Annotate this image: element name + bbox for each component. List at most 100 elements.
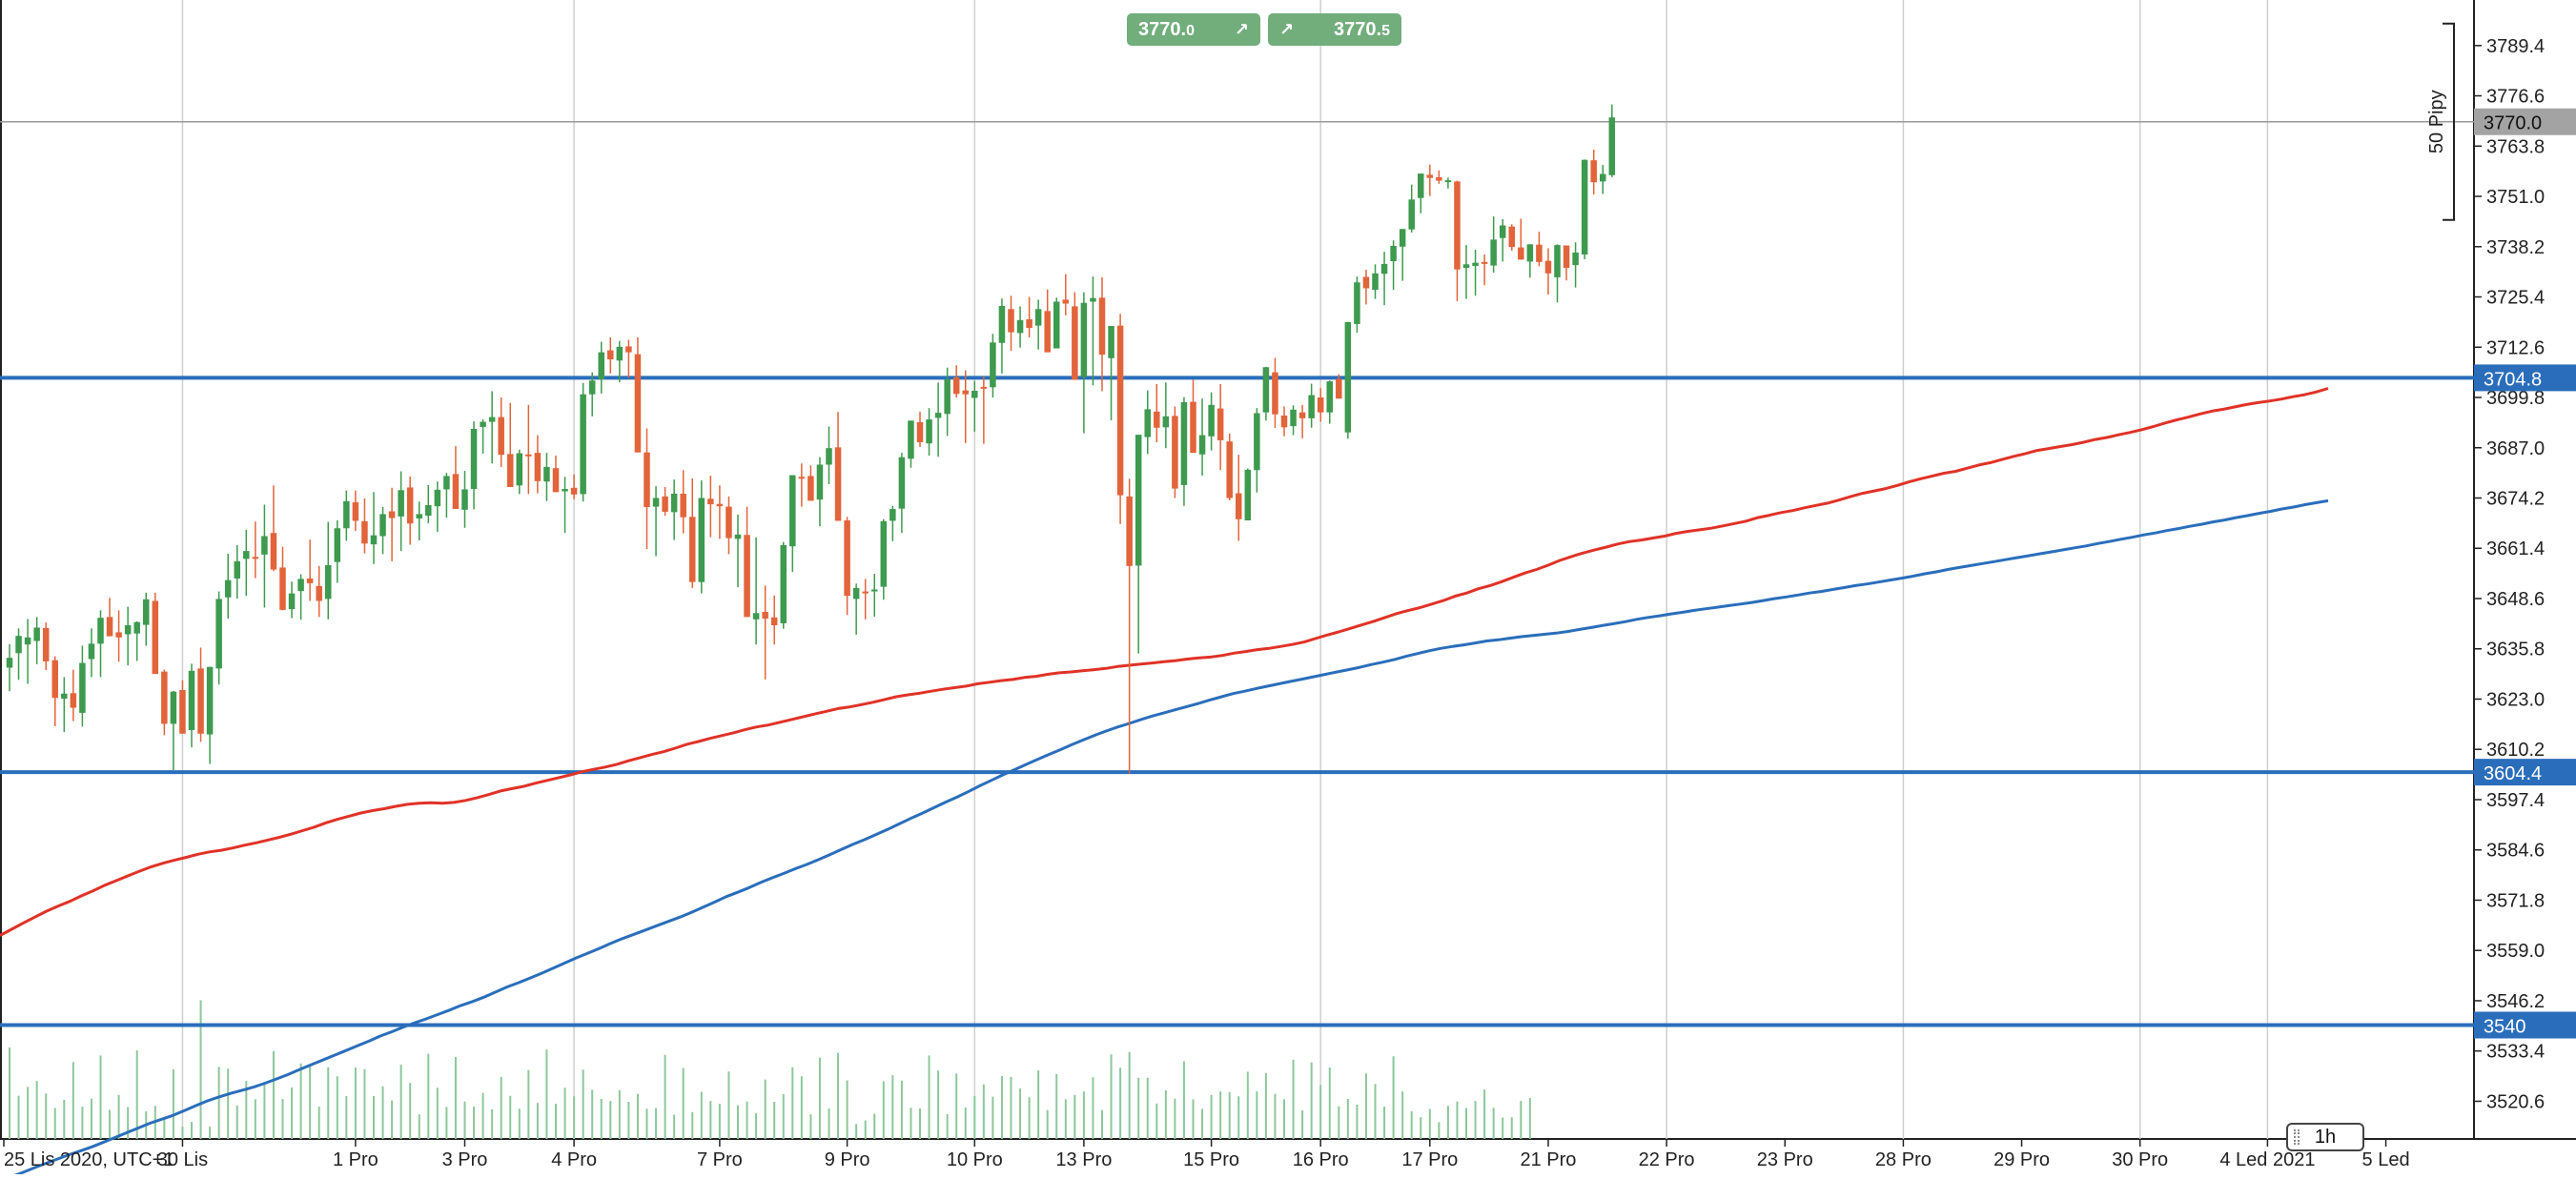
price-tick-label: 3584.6 bbox=[2486, 841, 2545, 862]
sell-quote-button[interactable]: 3770.0 ↗ bbox=[1127, 13, 1260, 46]
candle-body bbox=[652, 498, 660, 507]
hline-price-badge[interactable] bbox=[2474, 364, 2576, 392]
bullish-candle bbox=[206, 666, 214, 764]
time-tick-label: 17 Pro bbox=[1401, 1149, 1458, 1170]
buy-price-fraction: 5 bbox=[1381, 22, 1390, 39]
price-axis[interactable]: 3789.4 3776.6 3763.8 3751.0 3738.2 3725.4 3712… bbox=[2474, 36, 2576, 1113]
candle-body bbox=[124, 625, 132, 635]
drag-handle-icon[interactable] bbox=[2294, 1129, 2300, 1145]
candle-body bbox=[206, 666, 214, 735]
bullish-candle bbox=[133, 620, 140, 661]
horizontal-lines[interactable] bbox=[0, 376, 2474, 1027]
bearish-candle bbox=[1336, 374, 1342, 399]
candle-body bbox=[1190, 401, 1196, 454]
price-tick-label: 3751.0 bbox=[2486, 187, 2545, 208]
price-tick-label: 3610.2 bbox=[2486, 740, 2545, 761]
bearish-candle bbox=[1280, 406, 1288, 437]
bullish-candle bbox=[1418, 173, 1424, 213]
bearish-candle bbox=[1226, 433, 1233, 500]
bullish-candle bbox=[79, 645, 86, 727]
time-tick-label: 28 Pro bbox=[1875, 1149, 1932, 1170]
fast-moving-average-line bbox=[0, 387, 2329, 937]
bearish-candle bbox=[689, 478, 696, 588]
candle-body bbox=[707, 498, 714, 505]
candle-body bbox=[498, 417, 504, 456]
bullish-candle bbox=[780, 541, 787, 629]
time-axis[interactable]: 25 Lis 2020, UTC+130 Lis 1 Pro 3 Pro 4 Pro 7… bbox=[3, 1139, 2410, 1170]
bearish-candle bbox=[279, 546, 286, 611]
price-tick-label: 3546.2 bbox=[2486, 991, 2545, 1012]
hline-price-badge[interactable] bbox=[2474, 1011, 2576, 1039]
time-tick-label: 30 Lis bbox=[157, 1149, 208, 1170]
bearish-candle bbox=[179, 680, 186, 734]
bearish-candle bbox=[1362, 270, 1370, 305]
bullish-candle bbox=[1380, 252, 1388, 306]
candle-body bbox=[398, 490, 404, 517]
bullish-candle bbox=[543, 453, 550, 501]
bearish-candle bbox=[808, 465, 814, 501]
bullish-candle bbox=[1135, 435, 1142, 654]
bearish-candle bbox=[552, 456, 560, 493]
candle-body bbox=[726, 506, 732, 539]
bearish-candle bbox=[1216, 384, 1224, 471]
bearish-candle bbox=[680, 470, 686, 534]
candle-body bbox=[1526, 244, 1534, 262]
candle-body bbox=[379, 514, 386, 537]
bearish-candle bbox=[1126, 478, 1133, 774]
candle-body bbox=[844, 519, 850, 597]
bullish-candle bbox=[370, 492, 378, 564]
bullish-candle bbox=[1581, 159, 1588, 259]
buy-price-main: 3770. bbox=[1334, 18, 1382, 40]
bearish-candle bbox=[161, 669, 168, 736]
bearish-candle bbox=[1518, 218, 1524, 260]
bearish-candle bbox=[625, 339, 632, 378]
candle-body bbox=[224, 579, 232, 598]
bearish-candle bbox=[316, 565, 322, 618]
candle-body bbox=[507, 454, 514, 487]
candle-body bbox=[525, 454, 532, 457]
candle-body bbox=[1426, 174, 1434, 178]
bullish-candle bbox=[334, 519, 341, 583]
candle-body bbox=[106, 617, 113, 637]
hline-price-label: 3540 bbox=[2484, 1017, 2526, 1038]
candle-body bbox=[406, 487, 414, 524]
price-tick-label: 3520.6 bbox=[2486, 1091, 2545, 1112]
bearish-candle bbox=[507, 402, 514, 487]
candle-body bbox=[488, 417, 496, 422]
bullish-candle bbox=[580, 382, 586, 502]
bullish-candle bbox=[434, 481, 441, 532]
bearish-candle bbox=[1454, 180, 1461, 302]
buy-quote-button[interactable]: ↗ 3770.5 bbox=[1268, 13, 1401, 46]
candle-body bbox=[689, 517, 696, 582]
bullish-candle bbox=[1490, 216, 1497, 273]
price-tick-label: 3623.0 bbox=[2486, 689, 2545, 710]
bearish-candle bbox=[1563, 245, 1570, 281]
bullish-candle bbox=[325, 521, 332, 620]
candle-body bbox=[352, 502, 359, 521]
bullish-candle bbox=[789, 475, 796, 572]
time-tick-label: 22 Pro bbox=[1639, 1149, 1695, 1170]
candle-body bbox=[644, 452, 650, 507]
candle-body bbox=[716, 503, 724, 507]
candle-body bbox=[234, 560, 240, 579]
price-tick-label: 3533.4 bbox=[2486, 1042, 2545, 1063]
candle-body bbox=[1418, 173, 1424, 198]
candle-body bbox=[534, 453, 542, 481]
trend-up-icon: ↗ bbox=[1234, 19, 1249, 39]
current-price-badge bbox=[2474, 108, 2576, 135]
candle-body bbox=[552, 468, 560, 493]
bearish-candle bbox=[962, 370, 969, 443]
time-tick-label: 4 Pro bbox=[551, 1149, 597, 1170]
bullish-candle bbox=[871, 574, 878, 617]
bullish-candle bbox=[1572, 242, 1579, 288]
timeframe-selector[interactable]: 1h bbox=[2286, 1123, 2364, 1151]
bullish-candle bbox=[461, 471, 468, 528]
bullish-candle bbox=[97, 610, 104, 678]
hline-price-badge[interactable] bbox=[2474, 759, 2576, 786]
candle-body bbox=[425, 504, 432, 517]
candle-body bbox=[1262, 367, 1270, 413]
candle-body bbox=[133, 621, 140, 634]
candle-body bbox=[1362, 276, 1370, 289]
